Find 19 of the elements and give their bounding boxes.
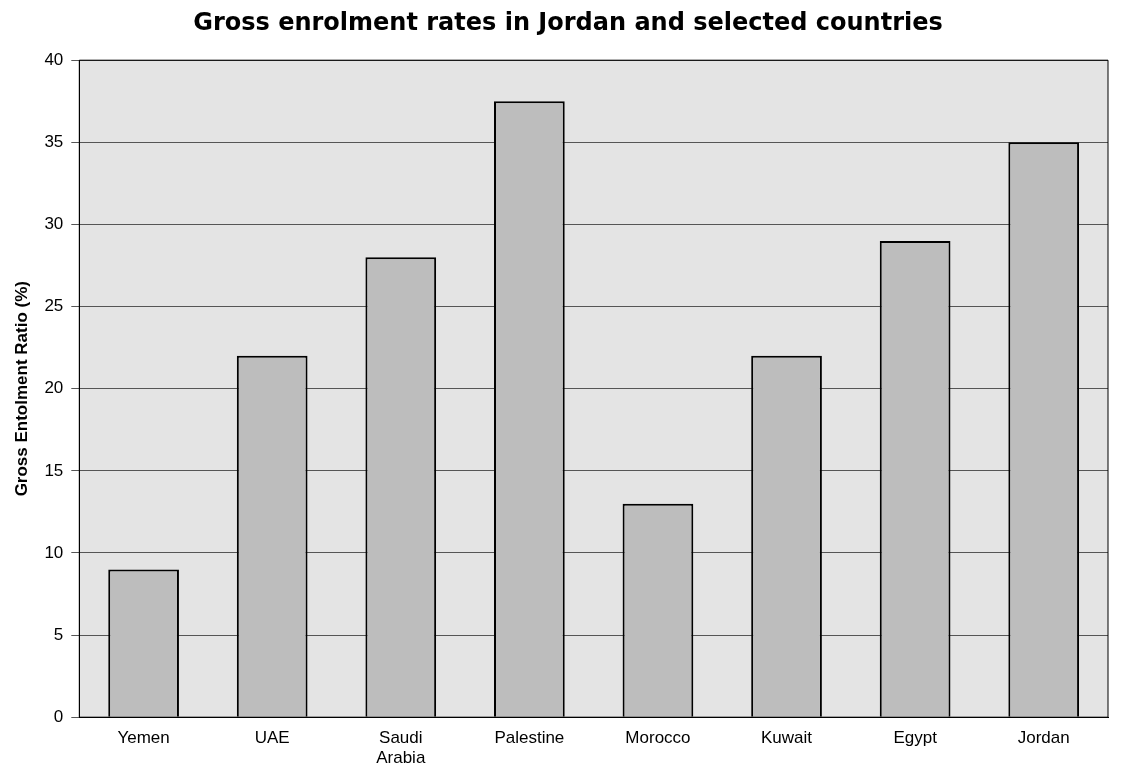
chart-title: Gross enrolment rates in Jordan and selected countries [192, 8, 944, 36]
y-tick-label: 40 [44, 49, 64, 69]
y-tick-label: 35 [44, 132, 64, 152]
x-tick-label: Egypt [893, 728, 938, 748]
x-tick-label: Kuwait [761, 728, 813, 748]
y-tick-label: 10 [44, 542, 64, 562]
y-tick-label: 15 [44, 460, 64, 480]
y-tick-label: 30 [44, 214, 64, 234]
x-tick-label: Saudi Arabia [376, 728, 426, 768]
y-tick-label: 25 [44, 296, 64, 316]
y-tick-label: 5 [53, 624, 64, 644]
y-tick-label: 20 [44, 378, 64, 398]
x-tick-label: Yemen [117, 728, 170, 748]
y-axis-title: Gross Entolment Ratio (%) [11, 281, 31, 497]
y-tick-label: 0 [53, 706, 64, 726]
x-tick-label: UAE [254, 728, 290, 748]
x-tick-label: Jordan [1017, 728, 1070, 748]
x-tick-label: Palestine [494, 728, 565, 748]
x-tick-label: Morocco [625, 728, 691, 748]
